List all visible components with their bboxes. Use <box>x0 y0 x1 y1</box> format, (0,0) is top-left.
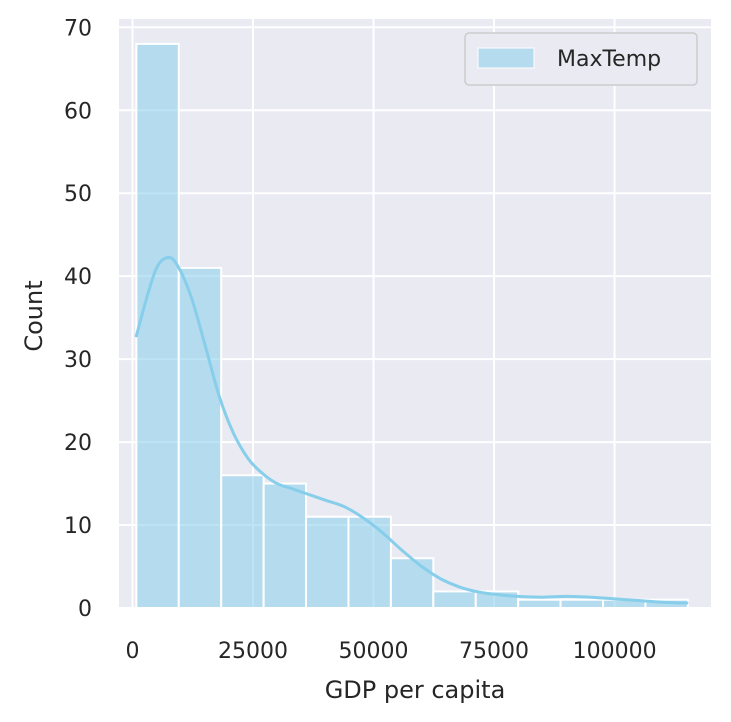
y-tick-labels: 0 10 20 30 40 50 60 70 <box>64 16 92 622</box>
y-axis-label: Count <box>20 280 48 351</box>
histogram-bar <box>135 42 180 609</box>
y-tick-label: 40 <box>64 265 92 290</box>
histogram-bar <box>517 598 562 609</box>
y-tick-label: 10 <box>64 514 92 539</box>
histogram-bar <box>347 515 392 609</box>
y-tick-label: 30 <box>64 348 92 373</box>
legend-label: MaxTemp <box>557 47 661 72</box>
y-tick-label: 60 <box>64 99 92 124</box>
x-tick-labels: 0 25000 50000 75000 100000 <box>125 639 656 664</box>
y-tick-label: 20 <box>64 431 92 456</box>
histogram-bar <box>432 590 477 609</box>
x-axis-label: GDP per capita <box>325 676 506 704</box>
x-tick-label: 0 <box>125 639 139 664</box>
histogram-bar <box>305 515 350 609</box>
histogram-bar <box>262 482 308 610</box>
histogram-bar <box>559 598 605 609</box>
kde-line <box>134 255 689 605</box>
y-tick-label: 0 <box>78 597 92 622</box>
y-tick-label: 70 <box>64 16 92 41</box>
x-tick-label: 100000 <box>573 639 657 664</box>
histogram-bar <box>389 557 435 609</box>
x-tick-label: 25000 <box>218 639 288 664</box>
histogram-bar <box>220 474 265 609</box>
legend: MaxTemp <box>464 32 698 86</box>
legend-box <box>464 32 698 86</box>
histogram-bar <box>177 266 223 609</box>
x-tick-label: 50000 <box>339 639 409 664</box>
y-tick-label: 50 <box>64 182 92 207</box>
x-tick-label: 75000 <box>459 639 529 664</box>
legend-swatch <box>477 47 535 69</box>
histogram-bars <box>135 42 689 610</box>
